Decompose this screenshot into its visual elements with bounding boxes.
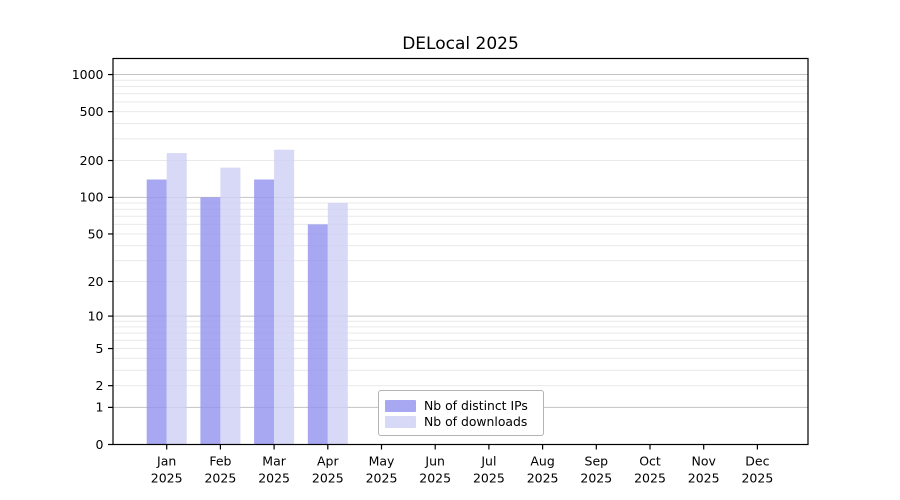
x-tick-label: May 2025	[366, 454, 398, 486]
bar-downloads-3	[327, 202, 348, 445]
bar-ips-0	[146, 179, 167, 445]
y-tick-label: 10	[88, 308, 104, 323]
x-tick-label: Dec 2025	[741, 454, 773, 486]
y-tick-label: 1000	[72, 67, 104, 82]
chart-title: DELocal 2025	[402, 34, 519, 54]
x-tick-label: Sep 2025	[580, 454, 612, 486]
x-tick-label: Apr 2025	[312, 454, 344, 486]
y-tick-label: 5	[96, 341, 104, 356]
bar-ips-1	[200, 197, 221, 445]
x-tick-label: Mar 2025	[258, 454, 290, 486]
x-tick-label: Aug 2025	[527, 454, 559, 486]
x-tick-label: Oct 2025	[634, 454, 666, 486]
bar-ips-3	[307, 224, 328, 445]
y-tick-label: 1	[96, 400, 104, 415]
x-tick-label: Feb 2025	[204, 454, 236, 486]
y-tick-label: 500	[80, 104, 104, 119]
x-tick-label: Nov 2025	[688, 454, 720, 486]
x-tick-label: Jul 2025	[473, 454, 505, 486]
y-tick-label: 100	[80, 190, 104, 205]
bar-downloads-0	[166, 153, 187, 445]
x-tick-label: Jun 2025	[419, 454, 451, 486]
legend-item: Nb of downloads	[385, 414, 537, 429]
legend-label: Nb of distinct IPs	[424, 398, 528, 413]
y-tick-label: 20	[88, 274, 104, 289]
legend-swatch	[385, 399, 416, 412]
legend-swatch	[385, 415, 416, 428]
legend: Nb of distinct IPs Nb of downloads	[378, 390, 544, 436]
x-tick-label: Jan 2025	[151, 454, 183, 486]
y-tick-label: 2	[96, 378, 104, 393]
bar-downloads-2	[274, 149, 295, 445]
y-tick-label: 50	[88, 226, 104, 241]
legend-item: Nb of distinct IPs	[385, 398, 537, 413]
legend-label: Nb of downloads	[424, 414, 528, 429]
plot-frame	[112, 57, 809, 446]
bar-ips-2	[254, 179, 275, 445]
y-tick-label: 200	[80, 153, 104, 168]
bar-downloads-1	[220, 167, 241, 445]
y-tick-label: 0	[96, 437, 104, 452]
